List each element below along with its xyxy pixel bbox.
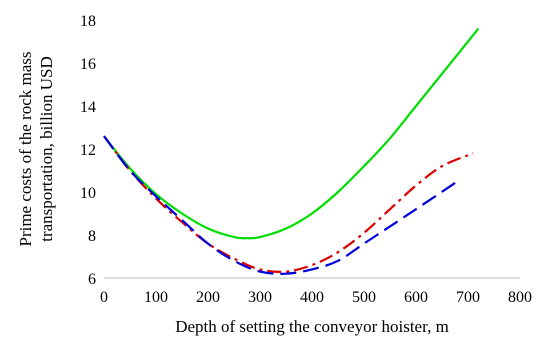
series-layer (103, 27, 480, 275)
series-line-3 (103, 135, 459, 275)
y-tick-label: 10 (80, 185, 96, 202)
y-tick-label: 8 (88, 228, 96, 245)
series-line-1 (103, 27, 480, 240)
y-axis-title-line-2: transportation, billion USD (37, 56, 56, 242)
x-tick-label: 0 (100, 289, 108, 306)
x-tick-labels: 0 100 200 300 400 500 600 700 800 (100, 289, 532, 306)
y-tick-label: 6 (88, 271, 96, 288)
y-tick-labels: 6 8 10 12 14 16 18 (80, 13, 96, 288)
x-tick-label: 800 (508, 289, 532, 306)
x-tick-label: 600 (404, 289, 428, 306)
y-tick-label: 14 (80, 99, 96, 116)
x-tick-label: 200 (196, 289, 220, 306)
x-tick-label: 500 (352, 289, 376, 306)
x-tick-label: 700 (456, 289, 480, 306)
y-axis-title-line-1: Prime costs of the rock mass (16, 52, 35, 247)
series-line-2 (103, 135, 474, 273)
y-tick-label: 16 (80, 56, 96, 73)
x-tick-label: 400 (300, 289, 324, 306)
x-tick-label: 100 (144, 289, 168, 306)
x-tick-label: 300 (248, 289, 272, 306)
y-tick-label: 18 (80, 13, 96, 30)
x-axis-title: Depth of setting the conveyor hoister, m (175, 317, 449, 336)
y-tick-label: 12 (80, 142, 96, 159)
